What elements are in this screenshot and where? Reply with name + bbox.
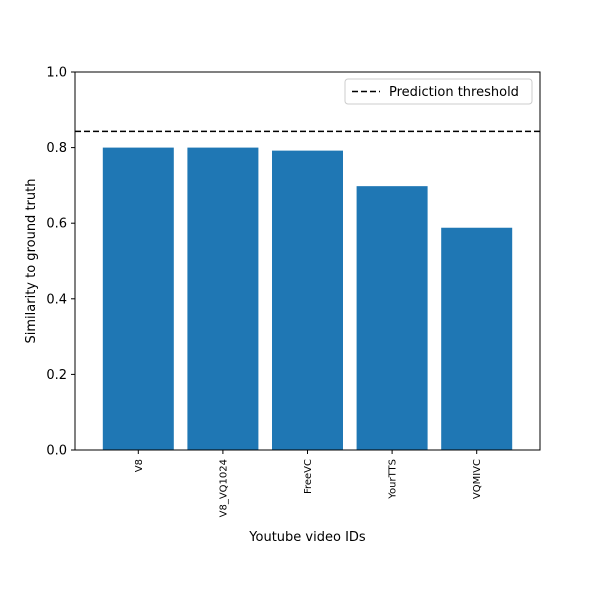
bar-yourtts xyxy=(356,186,428,450)
x-tick-label: V8_VQ1024 xyxy=(218,459,229,517)
y-tick-label: 0.2 xyxy=(46,368,67,383)
legend-label-threshold: Prediction threshold xyxy=(389,85,519,100)
legend-box xyxy=(344,78,533,105)
y-tick-label: 0.8 xyxy=(46,141,67,156)
y-tick-label: 0.0 xyxy=(46,444,67,459)
x-tick-label: FreeVC xyxy=(303,459,314,494)
x-tick-label: V8 xyxy=(134,459,145,472)
y-tick-label: 0.6 xyxy=(46,217,67,232)
bar-v8 xyxy=(102,147,174,450)
x-tick-label: VQMIVC xyxy=(472,459,483,499)
legend: Prediction threshold xyxy=(344,78,533,105)
bars-group xyxy=(102,147,513,450)
y-axis-label: Similarity to ground truth xyxy=(24,179,39,344)
plot-frame xyxy=(74,71,541,451)
y-axis-ticks: 0.0 0.2 0.4 0.6 0.8 1.0 xyxy=(46,66,75,459)
x-axis-label: Youtube video IDs xyxy=(248,530,366,545)
y-tick-label: 0.4 xyxy=(46,292,67,307)
x-tick-label: YourTTS xyxy=(388,459,399,500)
x-axis-ticks: V8 V8_VQ1024 FreeVC YourTTS VQMIVC xyxy=(134,450,483,517)
bar-v8-vq1024 xyxy=(187,147,259,450)
bar-vqmivc xyxy=(441,227,513,450)
y-tick-label: 1.0 xyxy=(46,66,67,81)
bar-freevc xyxy=(272,150,343,450)
